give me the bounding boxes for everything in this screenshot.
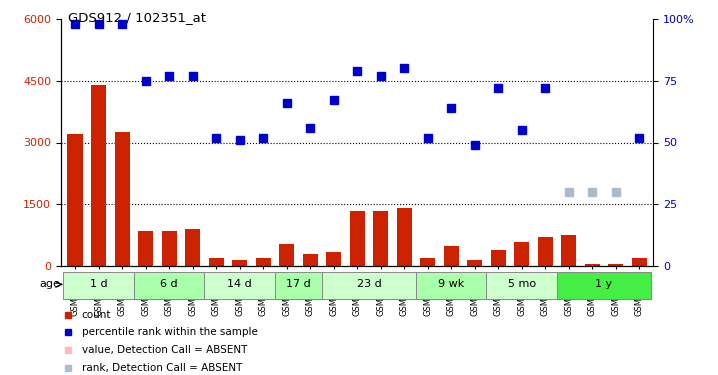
Bar bbox=[490, 250, 506, 266]
Text: 1 d: 1 d bbox=[90, 279, 108, 290]
Bar bbox=[322, 272, 416, 298]
Bar bbox=[205, 272, 275, 298]
Bar bbox=[416, 272, 487, 298]
Text: GDS912 / 102351_at: GDS912 / 102351_at bbox=[68, 11, 206, 24]
Bar bbox=[467, 260, 482, 266]
Bar bbox=[561, 236, 577, 266]
Bar bbox=[396, 208, 412, 266]
Bar bbox=[444, 246, 459, 266]
Bar bbox=[608, 264, 623, 266]
Bar bbox=[420, 258, 435, 266]
Text: count: count bbox=[82, 310, 111, 320]
Bar bbox=[138, 231, 153, 266]
Text: rank, Detection Call = ABSENT: rank, Detection Call = ABSENT bbox=[82, 363, 242, 372]
Bar bbox=[373, 211, 388, 266]
Bar bbox=[208, 258, 224, 266]
Bar bbox=[185, 229, 200, 266]
Bar bbox=[350, 211, 365, 266]
Text: value, Detection Call = ABSENT: value, Detection Call = ABSENT bbox=[82, 345, 247, 354]
Text: 23 d: 23 d bbox=[357, 279, 381, 290]
Text: percentile rank within the sample: percentile rank within the sample bbox=[82, 327, 258, 337]
Bar bbox=[63, 272, 134, 298]
Text: 14 d: 14 d bbox=[228, 279, 252, 290]
Bar bbox=[487, 272, 557, 298]
Bar bbox=[67, 134, 83, 266]
Bar bbox=[584, 264, 600, 266]
Bar bbox=[302, 254, 318, 266]
Bar bbox=[91, 85, 106, 266]
Bar bbox=[279, 244, 294, 266]
Text: 6 d: 6 d bbox=[160, 279, 178, 290]
Bar bbox=[557, 272, 651, 298]
Bar bbox=[538, 237, 553, 266]
Bar bbox=[275, 272, 322, 298]
Text: age: age bbox=[39, 279, 60, 290]
Bar bbox=[232, 260, 247, 266]
Bar bbox=[514, 242, 529, 266]
Bar bbox=[134, 272, 205, 298]
Text: 9 wk: 9 wk bbox=[438, 279, 465, 290]
Bar bbox=[256, 258, 271, 266]
Text: 1 y: 1 y bbox=[595, 279, 612, 290]
Bar bbox=[114, 132, 130, 266]
Text: 17 d: 17 d bbox=[286, 279, 311, 290]
Bar bbox=[162, 231, 177, 266]
Bar bbox=[632, 258, 647, 266]
Bar bbox=[326, 252, 341, 266]
Text: 5 mo: 5 mo bbox=[508, 279, 536, 290]
